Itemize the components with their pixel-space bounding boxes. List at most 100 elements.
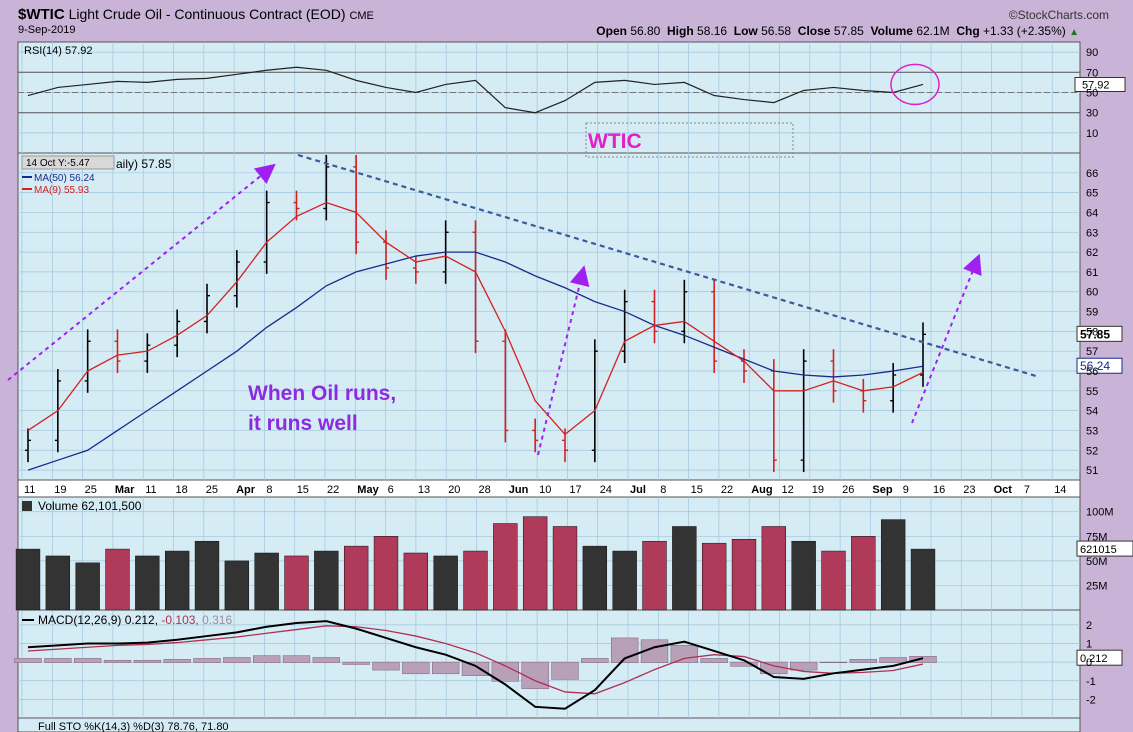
macd-histogram-bar (14, 658, 42, 663)
x-tick-label: 25 (206, 484, 218, 496)
open-label: Open (596, 24, 627, 38)
x-tick-label: 15 (691, 484, 703, 496)
price-last-box (1076, 325, 1123, 342)
chart-ticker: $WTIC Light Crude Oil - Continuous Contr… (18, 6, 374, 23)
vol-tick-label: 100M (1086, 507, 1114, 519)
x-tick-label: 14 (1054, 484, 1066, 496)
panel-rsi (17, 41, 1081, 154)
chg-label: Chg (956, 24, 980, 38)
macd-histogram-bar (193, 658, 221, 663)
rsi-tick-label: 30 (1086, 108, 1098, 120)
x-tick-label: 12 (782, 484, 794, 496)
price-tick-label: 56 (1086, 366, 1098, 378)
volume-icon (22, 501, 32, 511)
macd-last-box (1076, 649, 1123, 666)
x-tick-label: 20 (448, 484, 460, 496)
volume-bar (731, 539, 757, 611)
macd-histogram-bar (849, 659, 878, 663)
wtic-annotation: WTIC (588, 130, 642, 153)
macd-histogram-bar (163, 659, 191, 663)
volume-bar (403, 552, 429, 611)
price-tick-label: 60 (1086, 287, 1098, 299)
volume-bar (314, 550, 339, 611)
close-label: Close (797, 24, 831, 38)
crosshair-box (21, 155, 115, 170)
panel-price (17, 152, 1081, 481)
volume-bar (612, 550, 637, 611)
price-tick-label: 59 (1086, 307, 1098, 319)
macd-histogram-bar (819, 661, 848, 663)
x-tick-label: 7 (1024, 484, 1030, 496)
macd-histogram-bar (700, 658, 728, 663)
macd-histogram-bar (372, 661, 400, 671)
volume-bar (75, 562, 100, 611)
macd-histogram-bar (581, 658, 609, 663)
volume-bar (880, 519, 906, 611)
macd-histogram-bar (402, 661, 430, 675)
close-value: 57.85 (833, 24, 864, 38)
high-value: 58.16 (697, 24, 728, 38)
volume-bar (135, 555, 160, 611)
vol-tick-label: 25M (1086, 580, 1107, 592)
x-tick-label: Jul (630, 484, 646, 496)
volume-bar (701, 542, 727, 611)
x-tick-label: May (357, 484, 379, 496)
low-value: 56.58 (761, 24, 792, 38)
ma50-line (27, 251, 924, 471)
macd-histogram-bar (879, 657, 907, 663)
volume-bar (642, 540, 667, 611)
macd-histogram-bar (551, 661, 579, 680)
volume-bar (45, 555, 71, 611)
volume-bar (791, 540, 816, 611)
volume-bar (851, 536, 876, 611)
x-tick-label: 22 (327, 484, 339, 496)
macd-histogram-bar (44, 658, 72, 663)
volume-bar (194, 540, 220, 611)
x-tick-label: 10 (539, 484, 551, 496)
volume-bar (284, 555, 309, 611)
crosshair-label: 14 Oct Y:-5.47 (26, 158, 90, 169)
volume-bar (164, 550, 190, 611)
price-last-value: 57.85 (1080, 327, 1110, 341)
open-value: 56.80 (630, 24, 661, 38)
volume-bar (224, 560, 250, 611)
volume-bar (672, 526, 697, 611)
price-tick-label: 51 (1086, 465, 1098, 477)
vol-last-box (1076, 540, 1133, 557)
macd-label: MACD(12,26,9) 0.212, -0.103, 0.316 (38, 613, 232, 627)
x-tick-label: 22 (721, 484, 733, 496)
price-tick-label: 58 (1086, 326, 1098, 338)
volume-bar (821, 550, 846, 611)
price-tick-label: 54 (1086, 406, 1098, 418)
volume-bar (552, 526, 578, 611)
x-tick-label: 11 (145, 484, 156, 496)
brand-label: ©StockCharts.com (1008, 8, 1109, 22)
macd-histogram-bar (730, 661, 758, 667)
x-tick-label: Jun (509, 484, 529, 496)
up-triangle-icon: ▲ (1069, 27, 1079, 38)
x-tick-label: 24 (600, 484, 612, 496)
x-tick-label: 8 (266, 484, 272, 496)
note-line-1: When Oil runs, (248, 382, 396, 405)
volume-bar (493, 523, 518, 611)
volume-bar (15, 548, 41, 611)
ma50-last-box (1076, 357, 1123, 374)
macd-histogram-bar (789, 661, 818, 671)
macd-histogram-bar (223, 657, 251, 663)
macd-signal-line (27, 625, 924, 695)
price-tick-label: 57 (1086, 346, 1098, 358)
x-tick-label: 16 (933, 484, 945, 496)
x-tick-label: 18 (176, 484, 188, 496)
macd-value: 0.212, (125, 613, 162, 627)
macd-line (27, 620, 924, 710)
x-tick-label: 28 (479, 484, 491, 496)
rsi-tick-label: 90 (1086, 47, 1098, 59)
volume-bar (254, 552, 279, 611)
x-tick-label: 26 (842, 484, 854, 496)
x-tick-label: 15 (297, 484, 309, 496)
chart-date: 9-Sep-2019 (18, 24, 76, 36)
volume-bar (373, 536, 399, 611)
exchange-label: CME (349, 10, 374, 22)
macd-histogram-bar (670, 645, 699, 663)
x-tick-label: 17 (569, 484, 581, 496)
